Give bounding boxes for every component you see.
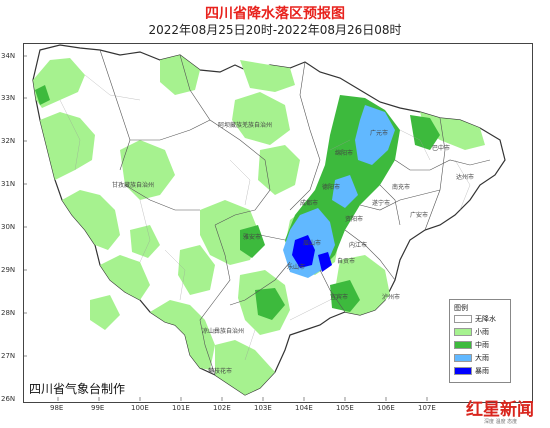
latitude-label: 34N xyxy=(1,52,16,60)
city-label-leshan: 乐山市 xyxy=(287,264,306,271)
legend-item: 小雨 xyxy=(454,327,489,337)
legend-item: 无降水 xyxy=(454,314,496,324)
longitude-label: 101E xyxy=(172,404,190,412)
latitude-label: 27N xyxy=(1,352,16,360)
longitude-label: 104E xyxy=(295,404,313,412)
city-label-chengdu: 成都市 xyxy=(300,200,319,207)
latitude-label: 28N xyxy=(1,309,16,317)
latitude-label: 26N xyxy=(1,395,16,403)
watermark-tagline: 深度 温度 态度 xyxy=(484,419,518,425)
latitude-label: 31N xyxy=(1,180,16,188)
longitude-label: 107E xyxy=(418,404,436,412)
city-label-yibin: 宜宾市 xyxy=(330,294,349,301)
legend-item: 大雨 xyxy=(454,353,489,363)
producer-credit: 四川省气象台制作 xyxy=(29,382,126,396)
longitude-label: 103E xyxy=(254,404,272,412)
city-label-dazhou: 达州市 xyxy=(456,174,475,181)
legend-label: 中雨 xyxy=(475,341,489,349)
legend-label: 小雨 xyxy=(475,328,489,336)
legend-label: 无降水 xyxy=(475,315,496,323)
watermark-logo: 红星新闻 深度 温度 态度 xyxy=(466,393,550,428)
legend-label: 大雨 xyxy=(475,354,489,362)
city-label-deyang: 德阳市 xyxy=(322,184,341,191)
legend-swatch xyxy=(454,354,472,362)
map-title: 四川省降水落区预报图 xyxy=(205,6,345,22)
city-label-mianyang: 绵阳市 xyxy=(335,150,354,157)
latitude-label: 32N xyxy=(1,137,16,145)
city-label-zigong: 自贡市 xyxy=(337,258,356,265)
city-label-ziyang: 资阳市 xyxy=(345,216,364,223)
legend-swatch xyxy=(454,341,472,349)
longitude-label: 100E xyxy=(131,404,149,412)
city-label-neijiang: 内江市 xyxy=(349,242,368,249)
legend-swatch xyxy=(454,315,472,323)
legend-swatch xyxy=(454,367,472,375)
legend-item: 暴雨 xyxy=(454,366,489,376)
city-label-meishan: 眉山市 xyxy=(303,240,322,247)
longitude-label: 102E xyxy=(213,404,231,412)
watermark-logo-text: 红星新闻 xyxy=(466,400,534,420)
city-label-luzhou: 泸州市 xyxy=(382,294,401,301)
legend-item: 中雨 xyxy=(454,340,489,350)
city-label-ganzi: 甘孜藏族自治州 xyxy=(112,182,155,189)
longitude-label: 105E xyxy=(336,404,354,412)
city-label-nanchong: 南充市 xyxy=(392,184,411,191)
city-label-guangyuan: 广元市 xyxy=(370,130,389,137)
longitude-label: 99E xyxy=(91,404,105,412)
city-label-guangan: 广安市 xyxy=(410,212,429,219)
longitude-label: 98E xyxy=(50,404,64,412)
legend-title: 图例 xyxy=(454,304,468,312)
map-legend: 图例 无降水 小雨 中雨 大雨 暴雨 xyxy=(449,299,511,383)
city-label-aba: 阿坝藏族羌族自治州 xyxy=(218,122,273,129)
city-label-yaan: 雅安市 xyxy=(243,234,262,241)
city-label-panzhihua: 攀枝花市 xyxy=(208,368,233,375)
forecast-period: 2022年08月25日20时-2022年08月26日08时 xyxy=(148,23,402,37)
legend-swatch xyxy=(454,328,472,336)
city-label-bazhong: 巴中市 xyxy=(432,145,451,152)
longitude-label: 106E xyxy=(377,404,395,412)
legend-label: 暴雨 xyxy=(475,367,489,375)
city-label-suining: 遂宁市 xyxy=(372,200,391,207)
city-label-liangshan: 凉山彝族自治州 xyxy=(202,328,245,335)
latitude-label: 29N xyxy=(1,266,16,274)
latitude-label: 33N xyxy=(1,94,16,102)
latitude-label: 30N xyxy=(1,223,16,231)
